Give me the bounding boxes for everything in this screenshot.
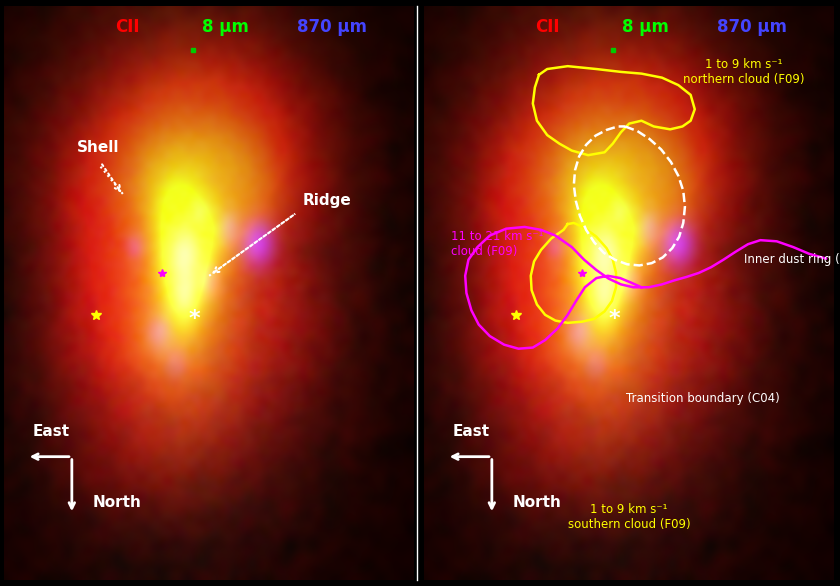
Text: North: North	[92, 495, 141, 510]
Text: Transition boundary (C04): Transition boundary (C04)	[626, 392, 780, 405]
Text: Shell: Shell	[77, 140, 120, 155]
Text: Ridge: Ridge	[302, 193, 351, 208]
Text: 1 to 9 km s⁻¹
southern cloud (F09): 1 to 9 km s⁻¹ southern cloud (F09)	[568, 503, 690, 530]
Text: North: North	[512, 495, 561, 510]
Text: 8 μm: 8 μm	[622, 19, 669, 36]
Text: CII: CII	[535, 19, 559, 36]
Text: 870 μm: 870 μm	[297, 19, 367, 36]
Text: 870 μm: 870 μm	[717, 19, 787, 36]
Text: East: East	[33, 424, 70, 440]
Text: East: East	[453, 424, 490, 440]
Text: *: *	[189, 309, 201, 329]
Text: 8 μm: 8 μm	[202, 19, 249, 36]
Text: 1 to 9 km s⁻¹
northern cloud (F09): 1 to 9 km s⁻¹ northern cloud (F09)	[683, 57, 805, 86]
Text: Inner dust ring (C04): Inner dust ring (C04)	[744, 253, 840, 266]
Text: 11 to 21 km s⁻¹
cloud (F09): 11 to 21 km s⁻¹ cloud (F09)	[451, 230, 543, 258]
Text: *: *	[609, 309, 621, 329]
Text: CII: CII	[115, 19, 139, 36]
